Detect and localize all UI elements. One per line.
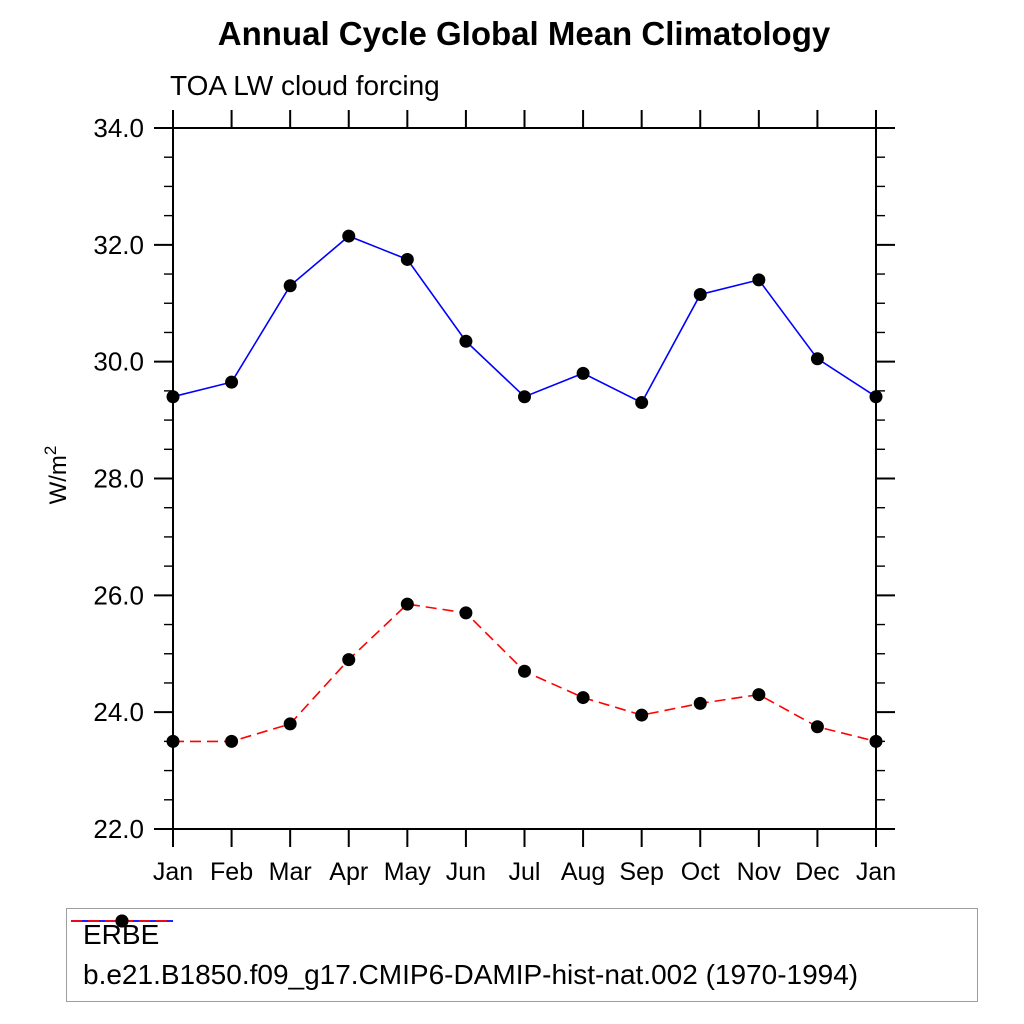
x-tick-label: Jan (153, 858, 193, 886)
y-axis-label-exponent: 2 (41, 446, 60, 455)
data-point (518, 664, 531, 678)
series-line-0 (172, 235, 877, 404)
y-tick-label: 30.0 (93, 347, 144, 377)
x-tick-label: Dec (795, 858, 839, 886)
data-point (576, 691, 590, 705)
data-point (693, 696, 707, 710)
data-point (693, 287, 707, 301)
data-point (869, 734, 883, 748)
x-tick-label: Sep (619, 858, 663, 886)
y-axis-label: W/m2 (41, 446, 72, 505)
x-tick-label: Jun (446, 858, 486, 886)
data-point (459, 606, 473, 620)
data-point (576, 366, 590, 380)
legend-marker (115, 914, 129, 928)
data-point (752, 688, 766, 702)
data-point (518, 390, 531, 404)
data-point (810, 352, 824, 366)
y-tick-label: 32.0 (93, 230, 144, 260)
data-point (810, 720, 824, 734)
chart-subtitle: TOA LW cloud forcing (170, 70, 440, 101)
legend-line-sample (71, 914, 173, 928)
data-point (400, 597, 414, 611)
data-point (752, 273, 766, 287)
legend-item: ERBE (71, 914, 977, 955)
x-tick-label: Nov (737, 858, 782, 886)
y-tick-label: 26.0 (93, 580, 144, 610)
data-point (166, 390, 180, 404)
data-point (869, 390, 883, 404)
legend-label: b.e21.B1850.f09_g17.CMIP6-DAMIP-hist-nat… (83, 959, 859, 990)
x-tick-label: Oct (681, 858, 720, 886)
y-tick-label: 22.0 (93, 814, 144, 844)
data-point (283, 717, 297, 731)
plot-border (172, 127, 877, 830)
chart-title: Annual Cycle Global Mean Climatology (218, 15, 831, 52)
x-tick-label: May (384, 858, 432, 886)
data-point (400, 252, 414, 266)
x-tick-label: Aug (561, 858, 605, 886)
legend-item: b.e21.B1850.f09_g17.CMIP6-DAMIP-hist-nat… (71, 914, 977, 995)
x-tick-label: Jan (856, 858, 896, 886)
x-tick-label: Feb (210, 858, 253, 886)
plot-area: Jan Feb Mar Apr May Jun Jul Aug Sep Oct Nov Dec Jan 2… (93, 110, 896, 886)
x-tick-label: Mar (269, 858, 312, 886)
data-point (283, 279, 297, 293)
data-point (635, 708, 649, 722)
data-point (225, 375, 239, 389)
data-point (635, 396, 649, 410)
legend-box: ERBE b.e21.B1850.f09_g17.CMIP6-DAMIP-hist… (66, 908, 978, 1002)
y-axis-label-main: W/m (45, 455, 72, 504)
data-point (342, 653, 356, 667)
data-point (342, 229, 356, 243)
y-tick-label: 28.0 (93, 464, 144, 494)
y-tick-label: 24.0 (93, 697, 144, 727)
data-point (166, 734, 180, 748)
data-point (225, 734, 239, 748)
data-point (459, 334, 473, 348)
x-tick-label: Apr (329, 858, 368, 886)
y-tick-label: 34.0 (93, 113, 144, 143)
x-tick-label: Jul (509, 858, 541, 886)
